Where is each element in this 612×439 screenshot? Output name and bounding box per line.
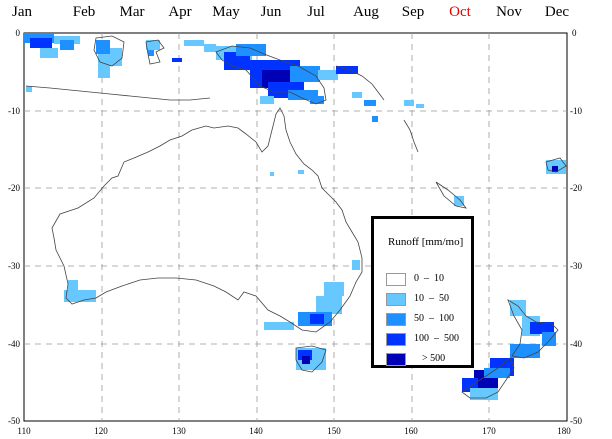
runoff-cells [24,33,566,400]
legend: Runoff [mm/mo] 0 – 10 10 – 50 50 – 100 1… [371,216,474,368]
lon-tick: 180 [557,426,571,436]
new-guinea-coast [215,45,327,105]
legend-item: 10 – 50 [386,293,471,307]
legend-item: 0 – 10 [386,273,471,287]
month-jul[interactable]: Jul [307,4,325,20]
lat-tick-left: -10 [8,106,20,116]
vanuatu-coast [403,119,419,153]
graticule [24,33,567,421]
solomon-coast [335,65,385,101]
lon-tick: 170 [482,426,496,436]
month-apr[interactable]: Apr [168,4,192,20]
lat-tick-left: -50 [8,416,20,426]
month-sep[interactable]: Sep [401,4,425,20]
lon-tick: 110 [17,426,31,436]
lat-ticks-right: 0 -10 -20 -30 -40 -50 [570,28,582,426]
map-frame [23,32,568,422]
legend-swatch [386,313,406,326]
lon-tick: 160 [404,426,418,436]
sulawesi-coast [145,39,165,65]
australia-coast [51,107,363,333]
month-nov[interactable]: Nov [496,4,522,20]
new-caledonia-coast [435,181,467,209]
lon-tick: 140 [249,426,263,436]
lat-tick-right: -20 [570,183,582,193]
legend-swatch [386,273,406,286]
fiji-coast [545,157,567,173]
lon-ticks: 110 120 130 140 150 160 170 180 [17,426,571,436]
legend-label: 50 – 100 [414,313,454,324]
month-may[interactable]: May [212,4,240,20]
legend-item: 100 – 500 [386,333,471,347]
legend-label: 100 – 500 [414,333,459,344]
month-feb[interactable]: Feb [72,4,96,20]
lat-tick-left: 0 [16,28,21,38]
lat-tick-left: -30 [8,261,20,271]
lon-tick: 150 [327,426,341,436]
month-oct[interactable]: Oct [449,4,471,20]
lat-tick-left: -40 [8,339,20,349]
coastlines [25,35,567,399]
lat-tick-right: -10 [570,106,582,116]
month-jun[interactable]: Jun [260,4,282,20]
lon-tick: 130 [172,426,186,436]
lat-tick-left: -20 [8,183,20,193]
legend-swatch [386,353,406,366]
lat-tick-right: 0 [572,28,577,38]
nz-south-coast [461,357,515,399]
legend-swatch [386,333,406,346]
legend-swatch [386,293,406,306]
month-jan[interactable]: Jan [12,4,32,20]
tasmania-coast [295,345,327,373]
lat-ticks-left: 0 -10 -20 -30 -40 -50 [8,28,21,426]
lon-tick: 120 [94,426,108,436]
month-mar[interactable]: Mar [119,4,145,20]
borneo-coast [93,35,125,67]
lat-tick-right: -30 [570,261,582,271]
month-aug[interactable]: Aug [353,4,379,20]
month-selector: Jan Feb Mar Apr May Jun Jul Aug Sep Oct … [0,0,612,30]
legend-label: > 500 [422,353,446,364]
legend-title: Runoff [mm/mo] [388,236,464,248]
legend-item: > 500 [386,353,471,367]
legend-label: 0 – 10 [414,273,444,284]
legend-label: 10 – 50 [414,293,449,304]
lat-tick-right: -50 [570,416,582,426]
java-coast [25,85,211,101]
nz-north-coast [507,299,559,359]
lat-tick-right: -40 [570,339,582,349]
legend-item: 50 – 100 [386,313,471,327]
month-dec[interactable]: Dec [544,4,570,20]
